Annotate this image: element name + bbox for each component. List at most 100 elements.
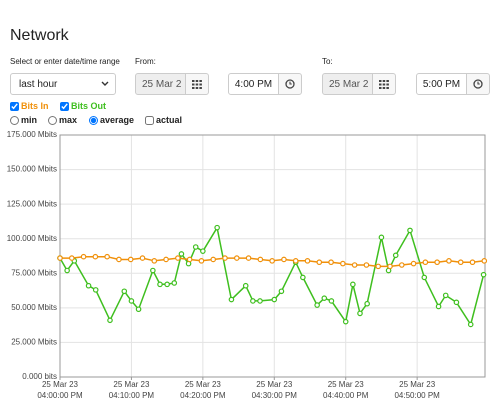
mode-option[interactable]: min: [10, 115, 37, 125]
data-point: [314, 302, 320, 308]
data-point: [257, 256, 264, 263]
data-point: [139, 255, 146, 261]
series-toggle[interactable]: Bits In: [10, 101, 49, 111]
data-point: [300, 274, 306, 281]
data-point: [421, 274, 428, 281]
data-point: [269, 258, 275, 264]
data-point: [121, 288, 128, 295]
actual-option[interactable]: actual: [145, 115, 182, 125]
data-point: [316, 259, 323, 266]
y-tick-label: 0.000 bits: [22, 372, 57, 381]
data-point: [222, 255, 228, 261]
data-point: [467, 321, 474, 328]
series-checkbox[interactable]: [10, 101, 19, 111]
data-point: [328, 298, 335, 304]
data-point: [281, 256, 287, 263]
data-point: [128, 298, 135, 304]
x-tick-label: 25 Mar 23 04:40:00 PM: [323, 380, 369, 400]
data-point: [178, 251, 185, 257]
data-point: [340, 260, 346, 267]
preset-select[interactable]: last hour: [10, 73, 116, 95]
mode-label: max: [59, 115, 78, 125]
data-point: [342, 318, 349, 325]
data-point: [435, 303, 442, 310]
data-point: [250, 298, 256, 304]
data-point: [200, 248, 206, 254]
mode-label: average: [100, 115, 135, 125]
mode-radio[interactable]: [10, 115, 19, 125]
to-label: To:: [322, 57, 333, 66]
data-point: [64, 267, 70, 274]
data-point: [127, 256, 134, 263]
from-calendar-button[interactable]: [185, 73, 209, 95]
calendar-icon: [379, 79, 389, 89]
series-toggle[interactable]: Bits Out: [60, 101, 106, 111]
y-tick-label: 150.000 Mbits: [7, 165, 57, 174]
plot-area: [59, 134, 486, 378]
y-tick-label: 175.000 Mbits: [7, 130, 57, 139]
to-date[interactable]: 25 Mar 2: [322, 73, 373, 95]
from-label: From:: [135, 57, 156, 66]
data-point: [446, 258, 452, 264]
data-point: [57, 255, 63, 261]
mode-radio[interactable]: [48, 115, 57, 125]
data-point: [257, 298, 263, 304]
data-point: [214, 224, 220, 231]
legend-label: Bits Out: [71, 101, 106, 111]
to-clock-button[interactable]: [466, 73, 490, 95]
y-tick-label: 75.000 Mbits: [11, 268, 57, 277]
data-point: [271, 296, 278, 303]
data-point: [434, 259, 440, 266]
data-point: [378, 234, 385, 241]
range-label: Select or enter date/time range: [10, 57, 120, 66]
clock-icon: [285, 79, 295, 89]
data-point: [357, 310, 363, 317]
series-checkbox[interactable]: [60, 101, 69, 111]
data-point: [480, 271, 487, 278]
data-point: [151, 258, 158, 264]
data-point: [175, 255, 181, 261]
data-point: [457, 259, 464, 266]
data-point: [422, 259, 429, 266]
data-point: [198, 258, 205, 264]
data-point: [410, 260, 417, 267]
mode-option[interactable]: max: [48, 115, 77, 125]
preset-value: last hour: [19, 78, 58, 90]
data-point: [278, 288, 285, 295]
data-point: [469, 259, 476, 266]
to-calendar-button[interactable]: [372, 73, 396, 95]
data-point: [321, 295, 328, 301]
y-tick-label: 100.000 Mbits: [7, 234, 57, 243]
data-point: [233, 255, 240, 261]
data-point: [192, 244, 199, 250]
data-point: [242, 282, 249, 289]
data-point: [407, 227, 413, 234]
to-time-value: 5:00 PM: [422, 78, 461, 90]
from-time-value: 4:00 PM: [234, 78, 273, 90]
from-date-value: 25 Mar 2: [142, 78, 182, 90]
from-date[interactable]: 25 Mar 2: [135, 73, 186, 95]
mode-radio[interactable]: [89, 115, 98, 125]
calendar-icon: [192, 79, 202, 89]
data-point: [164, 281, 170, 288]
y-tick-label: 125.000 Mbits: [7, 199, 57, 208]
data-point: [364, 300, 370, 307]
data-point: [453, 299, 460, 306]
data-point: [304, 258, 311, 264]
data-point: [171, 280, 178, 286]
from-clock-button[interactable]: [278, 73, 302, 95]
mode-option[interactable]: average: [89, 115, 134, 125]
data-point: [328, 259, 334, 266]
data-point: [80, 253, 87, 260]
data-point: [157, 281, 163, 288]
data-point: [363, 262, 370, 268]
data-point: [163, 256, 169, 263]
mode-label: min: [21, 115, 38, 125]
data-point: [104, 253, 110, 260]
actual-checkbox[interactable]: [145, 115, 154, 125]
page-title: Network: [10, 27, 69, 44]
data-point: [392, 252, 399, 259]
data-point: [210, 256, 217, 263]
